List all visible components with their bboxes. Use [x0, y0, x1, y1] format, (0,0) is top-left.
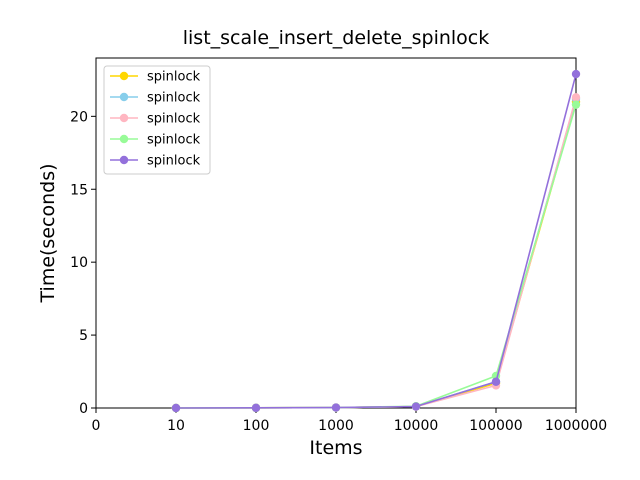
- legend-item: spinlock: [110, 133, 201, 148]
- legend-label: spinlock: [147, 133, 201, 148]
- x-tick-label: 10000: [394, 418, 439, 434]
- data-point: [571, 100, 581, 109]
- series-1: [171, 97, 581, 413]
- legend-swatch-marker: [119, 92, 129, 102]
- legend-box: [103, 65, 211, 175]
- x-tick-label: 100: [243, 418, 270, 434]
- y-tick-label: 0: [79, 401, 88, 417]
- legend-swatch-marker: [119, 134, 129, 144]
- x-tick-label: 1000000: [545, 418, 607, 434]
- x-tick-label: 10: [167, 418, 185, 434]
- series-layer: [171, 69, 581, 413]
- legend-label: spinlock: [147, 91, 201, 106]
- data-point: [571, 93, 581, 102]
- data-point: [251, 403, 261, 413]
- legend: spinlock spinlock spinlock spinlock spinlock: [103, 65, 211, 175]
- data-point: [571, 69, 581, 79]
- legend-item: spinlock: [110, 91, 201, 106]
- data-point: [171, 403, 181, 413]
- x-tick-label: 1000: [318, 418, 354, 434]
- series-2: [171, 94, 581, 413]
- series-3: [171, 93, 581, 413]
- y-tick-label: 15: [70, 182, 88, 198]
- legend-item: spinlock: [110, 70, 201, 85]
- series-line: [175, 98, 577, 409]
- legend-item: spinlock: [110, 112, 201, 127]
- legend-label: spinlock: [147, 112, 201, 127]
- y-tick-label: 5: [79, 328, 88, 344]
- x-axis-ticks: 0 10 100 1000 10000 100000 1000000: [92, 408, 607, 434]
- x-tick-label: 0: [92, 418, 101, 434]
- legend-label: spinlock: [147, 154, 201, 169]
- y-axis-label: Time(seconds): [37, 164, 59, 304]
- legend-swatch-marker: [119, 71, 129, 81]
- series-4: [171, 100, 581, 413]
- series-5: [171, 69, 581, 413]
- series-line: [175, 73, 577, 409]
- y-axis-ticks: 0 5 10 15 20: [70, 109, 96, 417]
- x-tick-label: 100000: [469, 418, 522, 434]
- y-tick-label: 10: [70, 255, 88, 271]
- legend-swatch-marker: [119, 155, 129, 165]
- legend-swatch-marker: [119, 113, 129, 123]
- legend-item: spinlock: [110, 154, 201, 169]
- series-line: [175, 104, 577, 409]
- chart-title: list_scale_insert_delete_spinlock: [183, 27, 490, 49]
- data-point: [411, 402, 421, 411]
- series-line: [175, 101, 577, 409]
- y-tick-label: 20: [70, 109, 88, 125]
- x-axis-label: Items: [309, 437, 362, 459]
- data-point: [331, 403, 341, 412]
- legend-label: spinlock: [147, 70, 201, 85]
- data-point: [491, 377, 501, 386]
- series-line: [175, 97, 577, 409]
